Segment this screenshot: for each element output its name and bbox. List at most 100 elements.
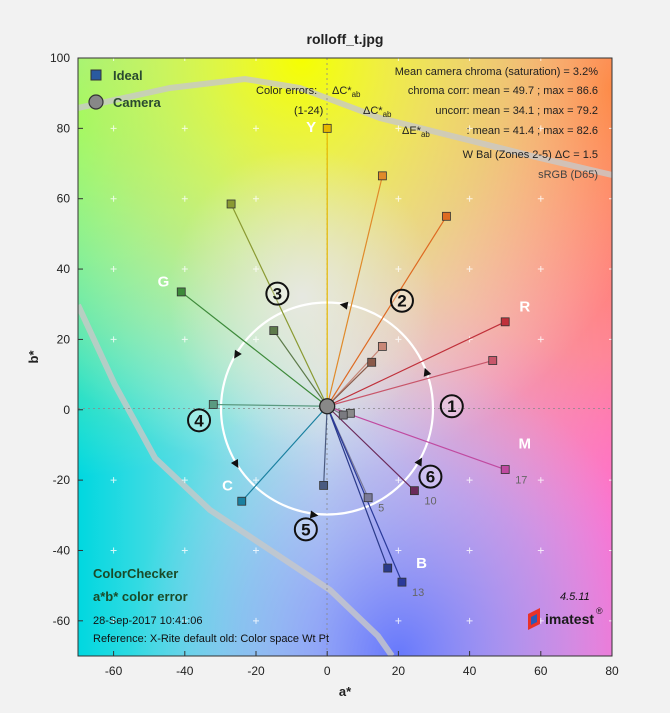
ideal-marker [500, 465, 510, 474]
grid-mark [537, 336, 544, 343]
error-line [326, 406, 389, 569]
footer-line-3: 28-Sep-2017 10:41:06 [93, 615, 202, 627]
color-letter-label: Y [306, 119, 316, 136]
x-axis-ticks: -60 -40 -20 0 20 40 60 80 [105, 651, 619, 678]
grid-mark [253, 336, 259, 343]
grid-mark [181, 58, 188, 61]
grid-mark [609, 617, 612, 624]
stats-line-2a: Color errors: [256, 85, 317, 97]
grid-mark [395, 336, 402, 343]
zone-circle [265, 281, 290, 306]
version-label: 4.5.11 [560, 591, 590, 603]
color-letter-label: B [416, 555, 427, 572]
grid-mark [537, 125, 544, 132]
ideal-marker [363, 493, 373, 503]
footer-block: ColorChecker a*b* color error 28-Sep-201… [93, 566, 603, 645]
grid-mark [253, 58, 259, 61]
ideal-marker [208, 400, 218, 409]
error-line [326, 215, 447, 407]
grid-mark [466, 617, 473, 624]
circle-arrow [423, 367, 432, 377]
y-tick-label: 40 [57, 262, 71, 276]
grid-mark [253, 125, 259, 132]
stats-block: Mean camera chroma (saturation) = 3.2% C… [256, 66, 598, 181]
grid-mark [395, 477, 402, 484]
stats-line-3a: (1-24) [294, 105, 323, 117]
y-axis-label: b* [26, 350, 41, 364]
error-line [326, 405, 415, 492]
grid-mark [466, 58, 473, 61]
imatest-logo: imatest ® [528, 606, 603, 630]
grid-mark [609, 477, 612, 484]
grid-mark [181, 336, 188, 343]
figure-title: rolloff_t.jpg [307, 31, 384, 47]
camera-legend-marker [88, 94, 104, 110]
circle-arrow [234, 349, 242, 359]
color-letter-label: C [222, 478, 233, 495]
ideal-marker [322, 123, 332, 133]
y-tick-label: -60 [53, 614, 71, 628]
zone-label: 6 [426, 468, 435, 487]
zone-circle [439, 394, 464, 419]
x-axis-label: a* [339, 684, 352, 699]
zone-label: 2 [397, 292, 406, 311]
grid-mark [395, 266, 402, 273]
stats-line-1: Mean camera chroma (saturation) = 3.2% [395, 66, 599, 78]
grid-mark [537, 266, 544, 273]
y-tick-label: 20 [57, 332, 71, 346]
ideal-marker [176, 287, 186, 297]
ideal-marker [377, 171, 387, 181]
grid-mark [395, 58, 402, 61]
grid-mark [609, 266, 612, 273]
grid-mark [609, 336, 612, 343]
color-letter-label: G [158, 274, 170, 291]
grid-mark [110, 547, 117, 554]
color-gamut-background: 17 10 5 13 Y R G M C B 1 2 3 4 5 6 [78, 58, 612, 656]
zone-labels: 1 2 3 4 5 6 [187, 281, 464, 542]
y-axis-ticks: -60 -40 -20 0 20 40 60 80 100 [50, 51, 83, 628]
camera-point [319, 398, 336, 415]
x-tick-label: 40 [463, 664, 477, 678]
error-line [326, 175, 383, 407]
ideal-marker [397, 577, 407, 587]
grid-mark [253, 547, 259, 554]
ideal-marker [338, 410, 348, 420]
grid-mark [537, 477, 544, 484]
grid-mark [537, 195, 544, 202]
error-line [180, 291, 328, 407]
x-tick-label: -60 [105, 664, 123, 678]
error-line [323, 406, 328, 486]
y-tick-label: -20 [53, 473, 71, 487]
grid-mark [466, 195, 473, 202]
grid-mark [181, 125, 188, 132]
grid-mark [110, 617, 117, 624]
grid-mark [181, 266, 188, 273]
grid-mark [609, 125, 612, 132]
stats-line-4: : mean = 41.4 ; max = 82.6 [467, 125, 598, 137]
zone-circle [418, 464, 443, 489]
zone-circle [389, 288, 414, 313]
grid-mark [253, 195, 259, 202]
x-tick-label: 20 [392, 664, 406, 678]
x-tick-label: 60 [534, 664, 548, 678]
grid-mark [110, 125, 117, 132]
grid-mark [609, 547, 612, 554]
grid-mark [110, 477, 117, 484]
grid-mark [181, 547, 188, 554]
grid-mark [395, 617, 402, 624]
grid-mark [181, 195, 188, 202]
zone-label: 3 [273, 285, 282, 304]
grid-mark [466, 266, 473, 273]
grid-mark [395, 125, 402, 132]
y-tick-label: 80 [57, 121, 71, 135]
circle-arrow [414, 457, 422, 467]
ideal-marker [500, 317, 510, 327]
grid-mark [110, 336, 117, 343]
error-line [326, 321, 506, 407]
ideal-marker [442, 211, 451, 221]
ideal-marker [237, 496, 247, 506]
ideal-marker [367, 357, 377, 367]
y-tick-label: -40 [53, 543, 71, 557]
patch-number: 13 [412, 587, 424, 599]
